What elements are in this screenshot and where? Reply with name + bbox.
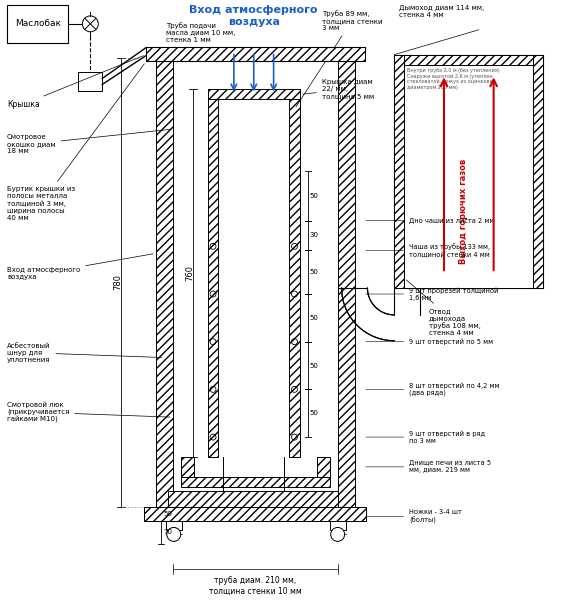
Text: Чаша из трубы 133 мм,
толщиной стенки 4 мм: Чаша из трубы 133 мм, толщиной стенки 4 …: [366, 243, 490, 257]
Text: 780: 780: [114, 274, 123, 290]
Text: труба диам. 210 мм,
толщина стенки 10 мм: труба диам. 210 мм, толщина стенки 10 мм: [209, 576, 302, 596]
Bar: [330, 521, 346, 530]
Bar: [338, 288, 354, 506]
Text: 30: 30: [310, 232, 319, 238]
Text: Маслобак: Маслобак: [15, 19, 60, 28]
Bar: [173, 58, 338, 506]
Text: 9 шт отверстий по 5 мм: 9 шт отверстий по 5 мм: [366, 338, 493, 345]
Text: 9 шт отверстий в ряд
по 3 мм: 9 шт отверстий в ряд по 3 мм: [366, 430, 485, 444]
Text: 50: 50: [310, 193, 319, 199]
Circle shape: [167, 527, 181, 541]
Text: 9 шт прорезей толщиной
1,6 мм: 9 шт прорезей толщиной 1,6 мм: [366, 287, 498, 301]
Circle shape: [83, 16, 98, 32]
Text: Вход атмосферного
воздуха: Вход атмосферного воздуха: [7, 254, 153, 280]
Text: 50: 50: [310, 410, 319, 416]
Text: Дно чаши из листа 2 мм: Дно чаши из листа 2 мм: [366, 217, 494, 224]
Text: Выход горючих газов: Выход горючих газов: [460, 158, 468, 264]
Bar: [338, 58, 354, 506]
Text: Днище печи из листа 5
мм, диам. 219 мм: Днище печи из листа 5 мм, диам. 219 мм: [366, 460, 492, 473]
Bar: [394, 55, 543, 288]
Text: Крышка: Крышка: [7, 56, 144, 109]
Bar: [168, 491, 343, 506]
Bar: [193, 457, 317, 487]
Bar: [78, 71, 102, 91]
Polygon shape: [342, 288, 394, 341]
Text: Труба подачи
масла диам 10 мм,
стенка 1 мм: Труба подачи масла диам 10 мм, стенка 1 …: [166, 22, 235, 50]
Bar: [144, 506, 367, 521]
Bar: [218, 89, 289, 457]
Text: Крышка диам
22/ мм,
толщина 5 мм: Крышка диам 22/ мм, толщина 5 мм: [303, 79, 374, 100]
Bar: [533, 55, 543, 288]
Text: 8 шт отверстий по 4,2 мм
(два ряда): 8 шт отверстий по 4,2 мм (два ряда): [366, 382, 500, 397]
Text: 50: 50: [310, 269, 319, 275]
Bar: [144, 506, 367, 521]
Bar: [207, 89, 300, 100]
Bar: [394, 55, 404, 288]
Bar: [317, 457, 330, 477]
Text: Дымоход диам 114 мм,
стенка 4 мм: Дымоход диам 114 мм, стенка 4 мм: [399, 5, 485, 18]
Bar: [404, 65, 533, 288]
Text: Буртик крышки из
полосы металла
толщиной 3 мм,
ширина полосы
40 мм: Буртик крышки из полосы металла толщиной…: [7, 64, 144, 221]
Text: Вход атмосферного
воздуха: Вход атмосферного воздуха: [189, 5, 318, 26]
Text: 50: 50: [310, 315, 319, 321]
Bar: [289, 89, 300, 457]
Text: 50: 50: [164, 511, 173, 517]
Bar: [166, 521, 182, 530]
Bar: [7, 5, 69, 43]
Text: Смотровой люк
(прикручивается
гайками М10): Смотровой люк (прикручивается гайками М1…: [7, 401, 170, 423]
Bar: [181, 477, 330, 487]
Bar: [394, 55, 543, 65]
Text: Внутри труба 2,0 м (без утепления)
Снаружи высотой 2,6 м (утеплен
стекловатой, к: Внутри труба 2,0 м (без утепления) Снару…: [407, 68, 500, 90]
Text: Труба 89 мм,
толщина стенки
3 мм: Труба 89 мм, толщина стенки 3 мм: [296, 10, 382, 107]
Text: 70: 70: [164, 529, 173, 535]
Circle shape: [331, 527, 345, 541]
Text: Ножки - 3-4 шт
(болты): Ножки - 3-4 шт (болты): [366, 509, 462, 524]
Bar: [156, 58, 173, 506]
Bar: [146, 47, 364, 61]
Bar: [181, 457, 193, 477]
Text: Отвод
дымохода
труба 108 мм,
стенка 4 мм: Отвод дымохода труба 108 мм, стенка 4 мм: [406, 280, 481, 336]
Text: 50: 50: [310, 362, 319, 368]
Bar: [338, 288, 354, 506]
Text: Асбестовый
шнур для
уплотнения: Асбестовый шнур для уплотнения: [7, 343, 162, 362]
Bar: [207, 89, 218, 457]
Text: 760: 760: [185, 265, 194, 281]
Text: Смотровое
окошко диам
18 мм: Смотровое окошко диам 18 мм: [7, 130, 170, 154]
